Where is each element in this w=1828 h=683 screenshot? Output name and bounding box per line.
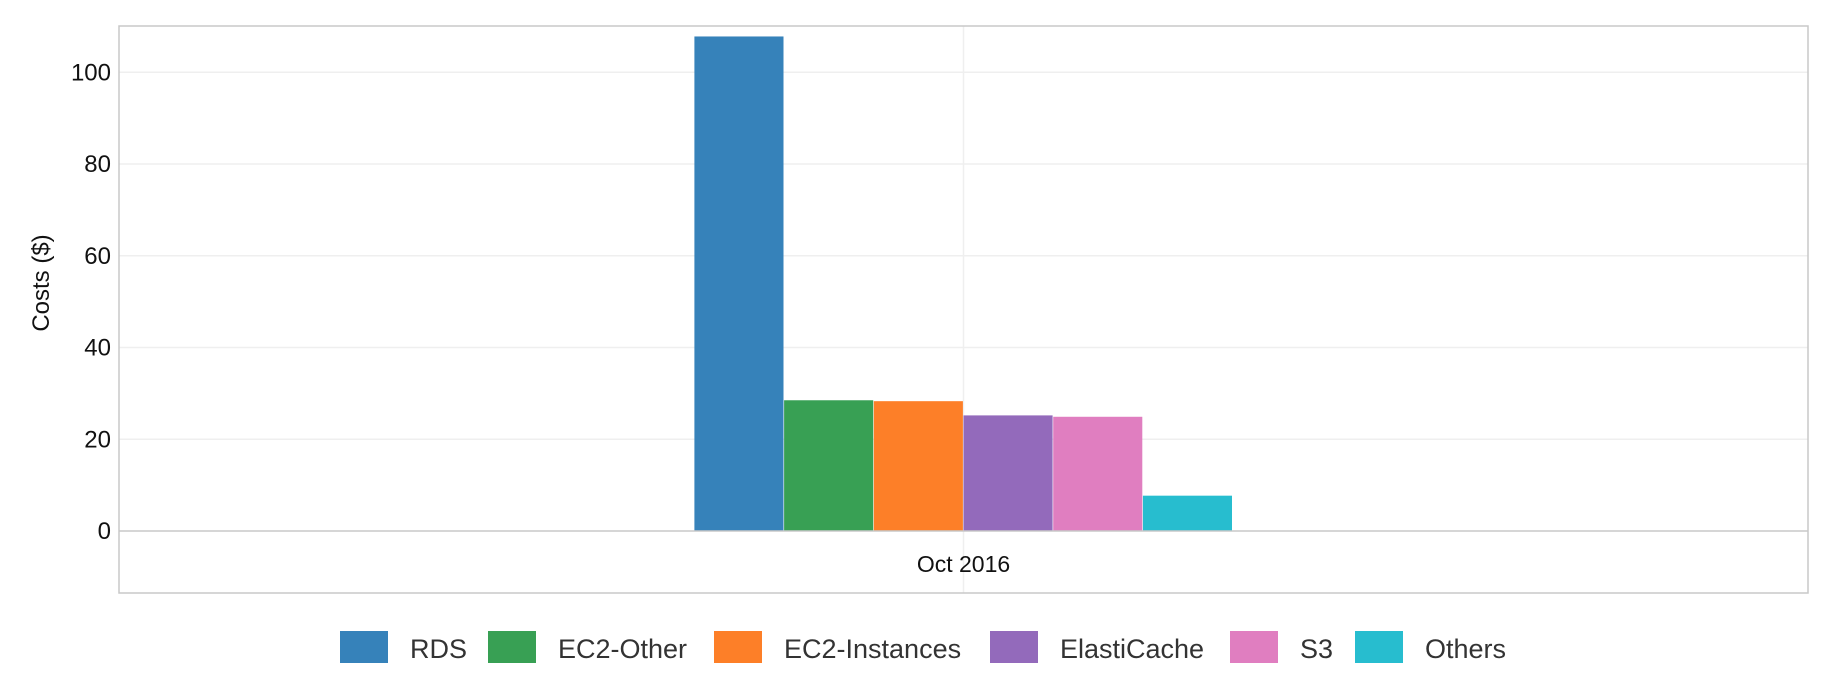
legend-item-ec2-instances[interactable]: EC2-Instances: [714, 631, 961, 664]
legend-swatch: [1355, 631, 1403, 663]
bar-ec2-other[interactable]: [784, 400, 874, 531]
bar-rds[interactable]: [694, 36, 784, 531]
bars: [694, 36, 1232, 531]
axes: 0 20 40 60 80 100 Oct 2016: [71, 25, 1809, 594]
legend-item-others[interactable]: Others: [1355, 631, 1506, 664]
legend-label: Others: [1425, 634, 1506, 664]
x-category-label: Oct 2016: [917, 551, 1010, 577]
y-tick-label: 100: [71, 59, 111, 86]
y-tick-label: 0: [98, 518, 111, 545]
legend-item-rds[interactable]: RDS: [340, 631, 467, 664]
legend-swatch: [990, 631, 1038, 663]
legend-label: ElastiCache: [1060, 634, 1204, 664]
bar-elasticache[interactable]: [963, 415, 1053, 531]
legend-label: S3: [1300, 634, 1333, 664]
plot-frame: [118, 25, 1809, 594]
legend-item-ec2-other[interactable]: EC2-Other: [488, 631, 687, 664]
y-tick-label: 80: [84, 151, 111, 178]
legend: RDS EC2-Other EC2-Instances ElastiCache S3 Ot…: [340, 631, 1506, 664]
legend-item-s3[interactable]: S3: [1230, 631, 1333, 664]
legend-swatch: [488, 631, 536, 663]
legend-swatch: [714, 631, 762, 663]
legend-label: EC2-Instances: [784, 634, 961, 664]
bar-ec2-instances[interactable]: [873, 401, 963, 531]
legend-label: EC2-Other: [558, 634, 687, 664]
gridlines: [119, 26, 1808, 593]
legend-swatch: [340, 631, 388, 663]
legend-swatch: [1230, 631, 1278, 663]
legend-item-elasticache[interactable]: ElastiCache: [990, 631, 1204, 664]
legend-label: RDS: [410, 634, 467, 664]
bar-s3[interactable]: [1053, 416, 1143, 531]
y-tick-label: 40: [84, 335, 111, 362]
y-tick-label: 20: [84, 426, 111, 453]
y-axis-title: Costs ($): [28, 234, 55, 331]
bar-others[interactable]: [1142, 495, 1232, 531]
y-tick-label: 60: [84, 243, 111, 270]
